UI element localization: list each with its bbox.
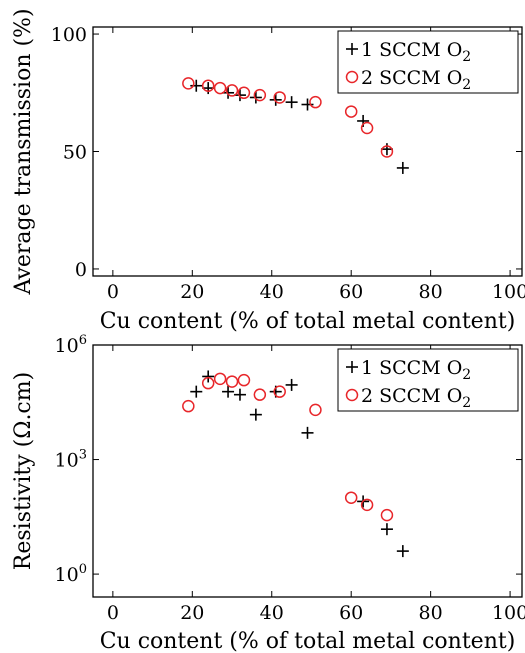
y-tick-label: 0 [75, 259, 87, 281]
data-point-plus [249, 408, 262, 421]
data-point-circle [273, 385, 286, 398]
data-point-plus [222, 385, 235, 398]
data-point-circle [344, 491, 358, 504]
data-point-plus [190, 385, 203, 398]
data-point-plus [380, 143, 393, 156]
data-point-plus [396, 545, 409, 558]
legend-box [337, 348, 519, 412]
legend-marker-plus [346, 43, 358, 55]
data-point-circle [225, 375, 239, 388]
data-point-circle [182, 399, 195, 413]
x-tick-label: 40 [260, 281, 284, 303]
data-point-circle [253, 88, 267, 102]
data-point-plus [380, 523, 393, 536]
data-point-circle [360, 121, 374, 135]
data-point-circle [201, 376, 215, 390]
x-tick-label: 20 [180, 281, 204, 303]
legend-label: 2 SCCM O2 [361, 385, 471, 411]
y-axis-label: Resistivity (Ω.cm) [11, 372, 36, 570]
data-point-circle [344, 105, 358, 118]
legend-label: 1 SCCM O2 [361, 39, 471, 65]
data-point-plus [202, 370, 215, 383]
data-point-circle [309, 403, 322, 417]
data-point-circle [225, 84, 239, 97]
data-point-circle [360, 498, 374, 512]
x-tick-label: 0 [107, 602, 119, 624]
x-tick-label: 40 [260, 602, 284, 624]
data-point-circle [309, 95, 322, 109]
data-point-plus [301, 426, 314, 439]
data-point-plus [249, 91, 262, 104]
data-point-circle [201, 79, 215, 92]
y-axis-label: Average transmission (%) [11, 8, 36, 295]
y-tick-label: 106 [55, 333, 87, 357]
x-tick-label: 60 [339, 281, 363, 303]
data-point-plus [269, 93, 282, 106]
data-point-plus [233, 388, 246, 401]
x-tick-label: 100 [492, 281, 525, 303]
data-point-circle [213, 372, 227, 386]
x-tick-label: 60 [339, 602, 363, 624]
data-point-plus [285, 378, 298, 391]
data-point-plus [190, 79, 203, 92]
plot-frame-2 [92, 344, 523, 598]
data-point-circle [237, 373, 251, 387]
data-point-plus [202, 82, 215, 95]
data-point-circle [380, 508, 394, 522]
data-point-circle [273, 91, 286, 104]
y-tick-label: 50 [63, 142, 87, 164]
legend-label: 2 SCCM O2 [361, 67, 471, 93]
legend-box [337, 30, 519, 94]
x-axis-label: Cu content (% of total metal content) [100, 309, 516, 334]
data-point-circle [237, 86, 251, 100]
legend-marker-plus [346, 361, 358, 373]
data-point-circle [182, 77, 195, 90]
data-point-circle [213, 81, 227, 95]
legend-label: 1 SCCM O2 [361, 357, 471, 383]
x-tick-label: 100 [492, 602, 525, 624]
x-tick-label: 80 [419, 281, 443, 303]
x-tick-label: 0 [107, 281, 119, 303]
data-point-plus [396, 161, 409, 174]
y-tick-label: 100 [55, 562, 87, 586]
y-tick-label: 100 [51, 24, 87, 46]
legend-marker-circle [345, 70, 359, 84]
data-point-circle [380, 145, 394, 158]
legend-marker-circle [345, 388, 359, 402]
data-point-circle [253, 388, 267, 401]
data-point-plus [285, 96, 298, 109]
y-tick-label: 103 [55, 448, 87, 472]
data-point-plus [301, 98, 314, 111]
x-tick-label: 80 [419, 602, 443, 624]
x-tick-label: 20 [180, 602, 204, 624]
x-axis-label: Cu content (% of total metal content) [100, 629, 516, 653]
